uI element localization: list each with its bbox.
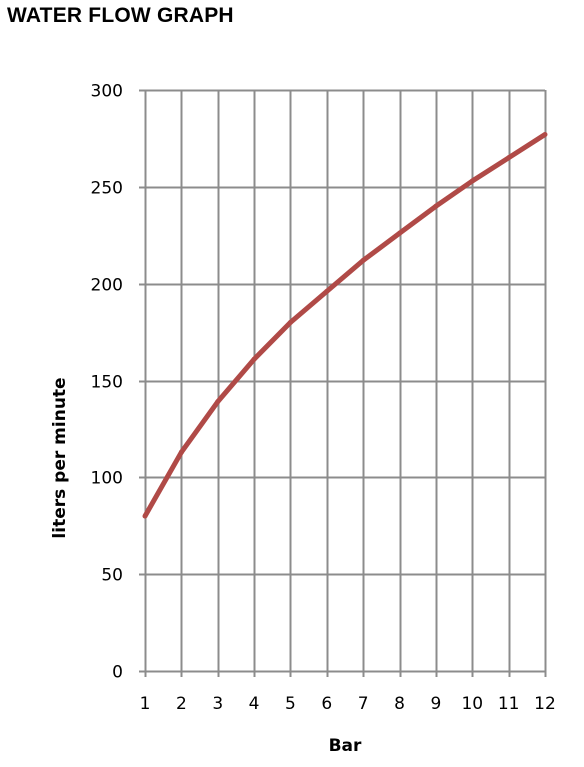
- x-axis-title: Bar: [329, 736, 362, 756]
- x-tick-label: 3: [212, 694, 223, 714]
- y-tick-label: 250: [91, 179, 123, 199]
- x-tick-label: 6: [321, 694, 332, 714]
- x-tick-label: 1: [140, 694, 151, 714]
- series-lines: [142, 132, 548, 519]
- y-tick-label: 50: [101, 566, 123, 586]
- data-point: [251, 356, 257, 362]
- x-tick-label: 2: [176, 694, 187, 714]
- x-tick-label: 12: [534, 694, 556, 714]
- data-point: [178, 449, 184, 455]
- x-tick-label: 7: [358, 694, 369, 714]
- y-tick-label: 150: [91, 373, 123, 393]
- x-tick-label: 4: [249, 694, 260, 714]
- data-point: [324, 288, 330, 294]
- x-tick-label: 8: [394, 694, 405, 714]
- data-point: [469, 178, 475, 184]
- x-tick-label: 9: [430, 694, 441, 714]
- chart-title: WATER FLOW GRAPH: [7, 4, 234, 27]
- data-point: [288, 319, 293, 325]
- y-tick-label: 100: [91, 469, 123, 489]
- data-point: [215, 399, 221, 405]
- data-point: [360, 257, 366, 263]
- series-line: [142, 132, 547, 518]
- data-point: [142, 513, 148, 519]
- y-axis-title: liters per minute: [50, 377, 70, 538]
- y-tick-label: 300: [91, 82, 123, 102]
- data-point: [397, 230, 402, 236]
- y-tick-label: 200: [91, 276, 123, 296]
- data-point: [542, 132, 548, 137]
- data-point: [506, 155, 512, 161]
- x-tick-label: 5: [285, 694, 296, 714]
- axes: [139, 89, 547, 677]
- x-tick-label: 10: [461, 694, 483, 714]
- y-tick-label: 0: [112, 663, 123, 683]
- data-point: [433, 203, 439, 209]
- grid: [144, 89, 547, 673]
- x-tick-label: 11: [498, 694, 520, 714]
